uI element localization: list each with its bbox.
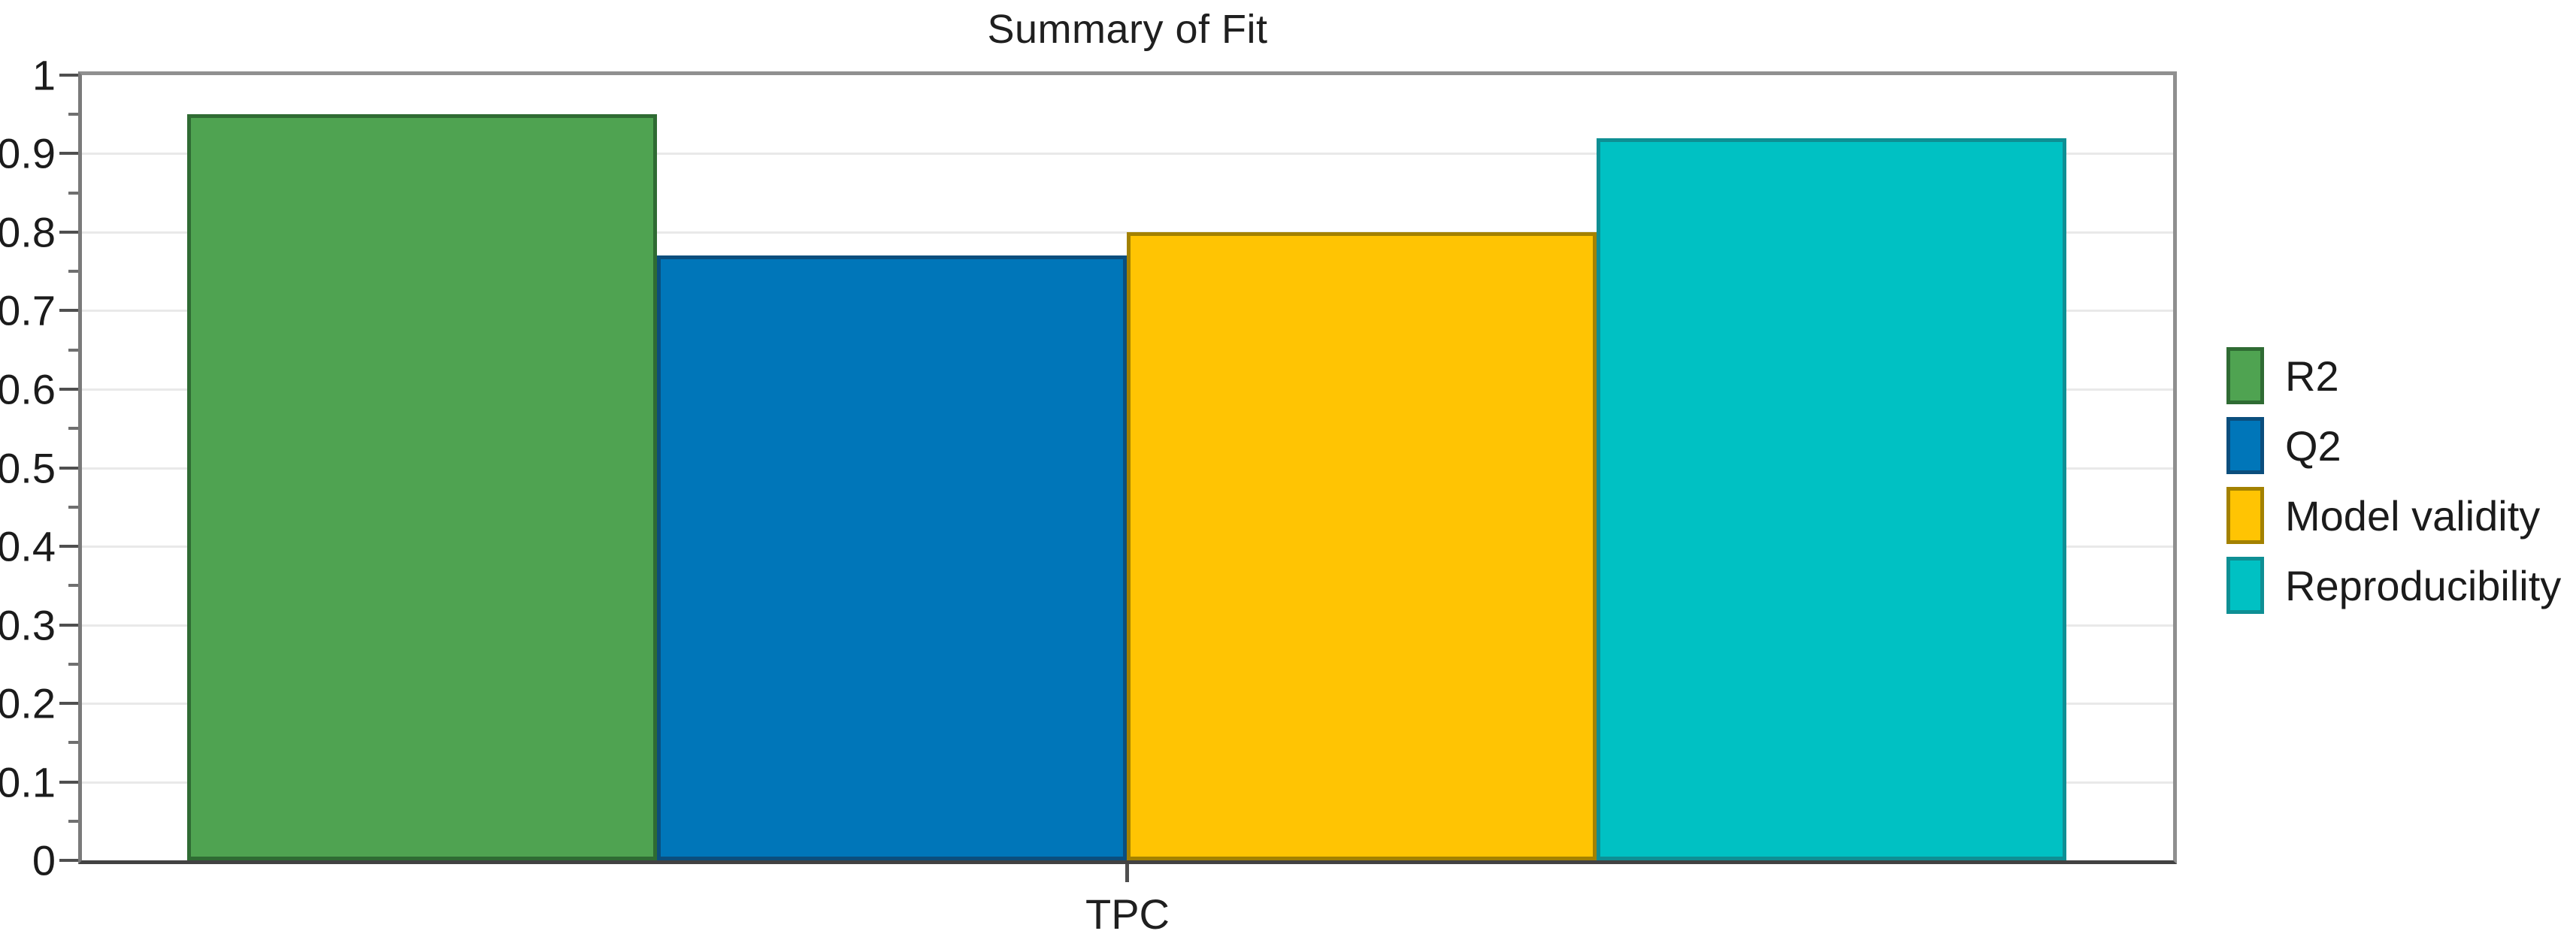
- y-minor-tick: [68, 741, 78, 744]
- y-tick-label: 1: [32, 51, 56, 99]
- y-major-tick: [59, 231, 78, 234]
- y-minor-tick: [68, 506, 78, 509]
- plot-inner: [82, 75, 2173, 860]
- y-major-tick: [59, 781, 78, 784]
- y-tick-label: 0.4: [0, 522, 56, 570]
- legend-item-reproducibility[interactable]: Reproducibility: [2226, 557, 2561, 614]
- y-major-tick: [59, 545, 78, 548]
- legend-label: Q2: [2285, 422, 2341, 470]
- legend-label: Model validity: [2285, 491, 2541, 540]
- legend-swatch-r2: [2226, 347, 2264, 404]
- y-tick-label: 0.6: [0, 365, 56, 413]
- y-tick-label: 0.9: [0, 129, 56, 177]
- x-axis-label: TPC: [1085, 890, 1170, 938]
- chart-title: Summary of Fit: [987, 7, 1268, 52]
- legend: R2 Q2 Model validity Reproducibility: [2226, 347, 2561, 627]
- y-major-tick: [59, 152, 78, 155]
- y-major-tick: [59, 74, 78, 77]
- y-minor-tick: [68, 270, 78, 273]
- legend-item-model-validity[interactable]: Model validity: [2226, 487, 2561, 544]
- y-minor-tick: [68, 427, 78, 430]
- y-major-tick: [59, 859, 78, 862]
- y-tick-label: 0.3: [0, 601, 56, 649]
- legend-item-r2[interactable]: R2: [2226, 347, 2561, 404]
- legend-label: R2: [2285, 352, 2339, 400]
- gridline: [82, 153, 2173, 155]
- y-minor-tick: [68, 584, 78, 587]
- y-major-tick: [59, 309, 78, 312]
- y-major-tick: [59, 388, 78, 391]
- y-tick-label: 0.8: [0, 208, 56, 256]
- y-tick-label: 0.1: [0, 758, 56, 806]
- y-tick-label: 0.5: [0, 444, 56, 492]
- bar-r2[interactable]: [187, 114, 657, 860]
- y-tick-label: 0.2: [0, 679, 56, 727]
- y-minor-tick: [68, 192, 78, 195]
- legend-swatch-model-validity: [2226, 487, 2264, 544]
- legend-swatch-q2: [2226, 417, 2264, 474]
- y-minor-tick: [68, 349, 78, 352]
- y-minor-tick: [68, 113, 78, 116]
- legend-swatch-reproducibility: [2226, 557, 2264, 614]
- y-tick-label: 0.7: [0, 286, 56, 334]
- legend-label: Reproducibility: [2285, 561, 2562, 609]
- bar-q2[interactable]: [657, 255, 1127, 860]
- bar-model-validity[interactable]: [1127, 232, 1597, 860]
- x-axis-tick: [1125, 864, 1129, 882]
- legend-item-q2[interactable]: Q2: [2226, 417, 2561, 474]
- y-tick-label: 0: [32, 836, 56, 884]
- y-minor-tick: [68, 820, 78, 823]
- y-major-tick: [59, 624, 78, 627]
- y-minor-tick: [68, 663, 78, 666]
- y-major-tick: [59, 467, 78, 470]
- y-axis: 0 0.1 0.2 0.3 0.4 0.5 0.6 0.7 0.8 0.9 1: [0, 52, 78, 884]
- y-major-tick: [59, 702, 78, 705]
- plot-area: [78, 71, 2177, 864]
- bar-reproducibility[interactable]: [1597, 138, 2066, 860]
